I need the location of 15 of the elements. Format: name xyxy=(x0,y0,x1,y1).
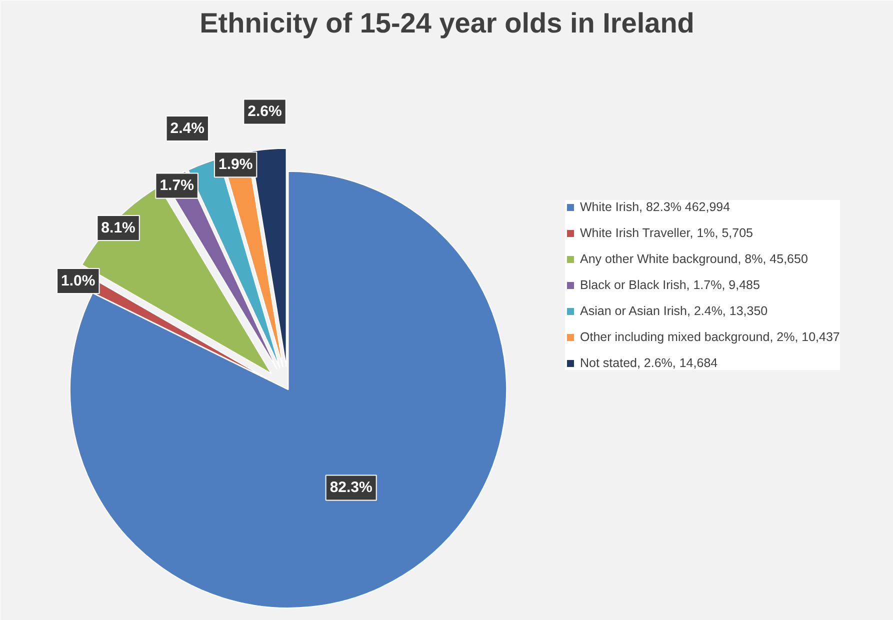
legend-label: Asian or Asian Irish, 2.4%, 13,350 xyxy=(580,304,768,318)
data-label: 2.4% xyxy=(170,120,204,138)
legend-label: Any other White background, 8%, 45,650 xyxy=(580,252,808,266)
legend-label: Not stated, 2.6%, 14,684 xyxy=(580,356,718,370)
data-label: 1.0% xyxy=(61,272,96,290)
data-label: 1.7% xyxy=(160,177,194,194)
legend-label: Black or Black Irish, 1.7%, 9,485 xyxy=(580,278,760,292)
legend-label: White Irish, 82.3% 462,994 xyxy=(580,200,730,214)
chart-title: Ethnicity of 15-24 year olds in Ireland xyxy=(200,8,694,38)
data-label: 82.3% xyxy=(330,479,372,496)
data-label: 1.9% xyxy=(218,156,253,174)
data-label: 2.6% xyxy=(248,103,282,120)
data-label: 8.1% xyxy=(101,220,136,237)
legend-label: White Irish Traveller, 1%, 5,705 xyxy=(580,226,753,240)
legend-label: Other including mixed background, 2%, 10,437 xyxy=(580,330,840,344)
